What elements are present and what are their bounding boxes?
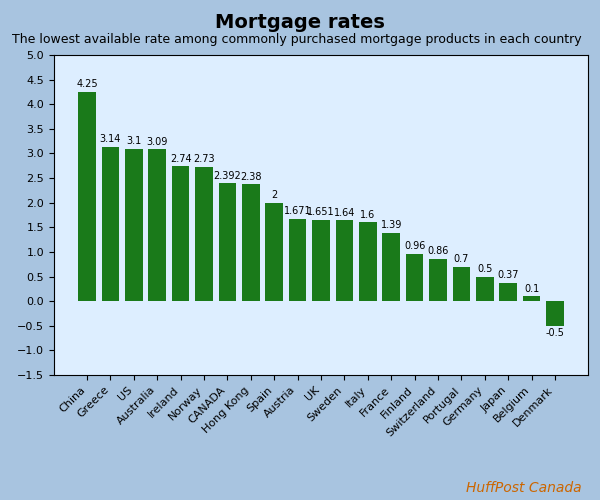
Text: 2.73: 2.73 (193, 154, 215, 164)
Bar (452, 266, 470, 301)
Bar (546, 301, 564, 326)
Text: 0.5: 0.5 (477, 264, 493, 274)
Bar (78, 92, 96, 301)
Bar (101, 146, 119, 301)
Bar (523, 296, 541, 301)
Text: 2.392: 2.392 (214, 171, 241, 181)
Bar (148, 149, 166, 301)
Text: 3.09: 3.09 (146, 136, 168, 146)
Text: 0.96: 0.96 (404, 242, 425, 252)
Bar (289, 219, 307, 301)
Text: 2.74: 2.74 (170, 154, 191, 164)
Text: 0.37: 0.37 (497, 270, 519, 280)
Text: 2: 2 (271, 190, 277, 200)
Bar (242, 184, 260, 301)
Text: 0.86: 0.86 (427, 246, 449, 256)
Bar (406, 254, 424, 301)
Text: 1.6: 1.6 (360, 210, 376, 220)
Bar (195, 167, 213, 301)
Bar (172, 166, 190, 301)
Text: 3.1: 3.1 (126, 136, 142, 146)
Text: -0.5: -0.5 (545, 328, 565, 338)
Bar (312, 220, 330, 301)
Bar (499, 283, 517, 301)
Text: 4.25: 4.25 (76, 80, 98, 90)
Bar (476, 276, 494, 301)
Bar (359, 222, 377, 301)
Text: The lowest available rate among commonly purchased mortgage products in each cou: The lowest available rate among commonly… (12, 32, 581, 46)
Text: 1.39: 1.39 (380, 220, 402, 230)
Text: Mortgage rates: Mortgage rates (215, 12, 385, 32)
Text: 3.14: 3.14 (100, 134, 121, 144)
Bar (218, 184, 236, 301)
Bar (382, 232, 400, 301)
Bar (125, 148, 143, 301)
Text: 1.671: 1.671 (284, 206, 311, 216)
Bar (335, 220, 353, 301)
Text: 1.64: 1.64 (334, 208, 355, 218)
Bar (265, 202, 283, 301)
Text: HuffPost Canada: HuffPost Canada (466, 481, 582, 495)
Bar (429, 259, 447, 301)
Text: 1.651: 1.651 (307, 208, 335, 218)
Text: 2.38: 2.38 (240, 172, 262, 181)
Text: 0.7: 0.7 (454, 254, 469, 264)
Text: 0.1: 0.1 (524, 284, 539, 294)
